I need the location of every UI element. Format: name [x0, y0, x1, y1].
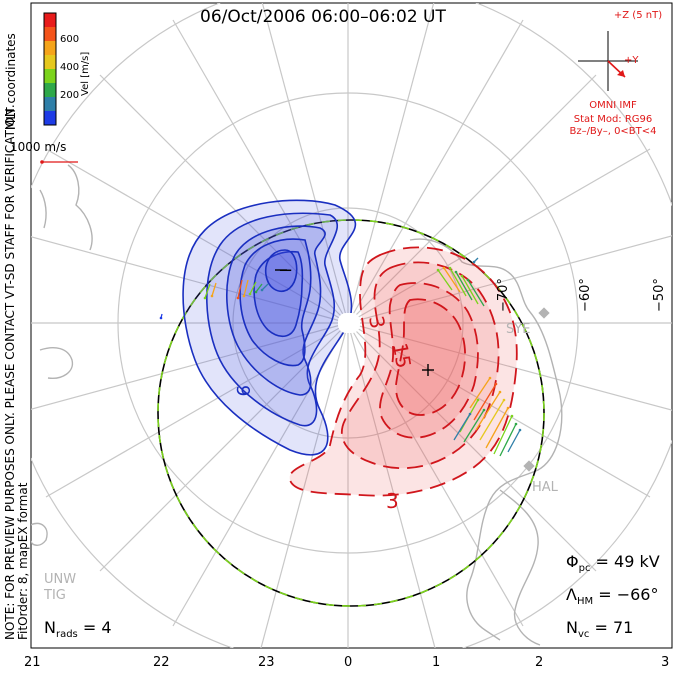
mlt-meridians — [31, 3, 672, 648]
mlt-tick-23: 23 — [258, 655, 275, 670]
colorbar — [43, 12, 57, 126]
mlt-tick-0: 0 — [344, 655, 353, 670]
positive-cell — [289, 246, 518, 497]
coordinates-label: MLT coordinates — [4, 33, 18, 130]
potential-maximum-marker — [422, 364, 434, 376]
pole-blank — [338, 313, 360, 333]
imf-dial — [578, 31, 638, 91]
station-sye: SYE — [506, 322, 531, 337]
contour-label-pos-outer: 3 — [364, 314, 390, 331]
mlt-tick-3: 3 — [661, 655, 670, 670]
stat-n-rads: Nrads = 4 — [44, 618, 112, 641]
station-markers — [523, 307, 550, 472]
velocity-vectors-dawn-upper — [436, 257, 485, 307]
contour-label-pos-inner: 15 — [388, 341, 416, 370]
lat-label-70: −70° — [496, 278, 511, 312]
colorbar-tick-200: 200 — [60, 90, 80, 101]
imf-y-label: +Y — [624, 55, 639, 66]
colorbar-tick-600: 600 — [60, 34, 80, 45]
mlt-tick-1: 1 — [432, 655, 441, 670]
vector-scale-label: 1000 m/s — [10, 140, 67, 154]
imf-model-1: Stat Mod: RG96 — [573, 114, 653, 125]
imf-z-label: +Z (5 nT) — [613, 10, 663, 21]
lat-label-50: −50° — [652, 278, 667, 312]
stat-lambda-hm: ΛHM = −66° — [566, 585, 659, 608]
stat-n-vc: Nvc = 71 — [566, 618, 634, 641]
imf-model-2: Bz–/By–, 0<BT<4 — [569, 126, 657, 137]
station-tig: TIG — [44, 588, 66, 603]
hm-boundary-dash — [157, 219, 545, 607]
vector-scale-bar — [40, 160, 78, 164]
station-hal: HAL — [532, 480, 558, 495]
map-title: 06/Oct/2006 06:00–06:02 UT — [200, 7, 446, 27]
preview-note: NOTE: FOR PREVIEW PURPOSES ONLY. PLEASE … — [3, 104, 17, 640]
plot-frame — [30, 2, 673, 649]
fit-order-note: FitOrder: 8, mapEX format — [16, 482, 30, 640]
mlt-tick-2: 2 — [535, 655, 544, 670]
station-unw: UNW — [44, 572, 77, 587]
contour-label-pos-low: 3 — [386, 489, 399, 513]
negative-cell — [182, 199, 357, 456]
colorbar-label: Vel [m/s] — [80, 51, 91, 96]
colorbar-tick-400: 400 — [60, 62, 80, 73]
mlt-tick-21: 21 — [24, 655, 41, 670]
lat-label-60: −60° — [578, 278, 593, 312]
velocity-vectors-dawn-lower — [453, 376, 522, 457]
imf-source: OMNI IMF — [589, 100, 637, 111]
contour-label-min: − — [278, 260, 293, 281]
velocity-vectors-dusk — [159, 279, 269, 320]
stat-phi-pc: Φpc = 49 kV — [566, 552, 660, 575]
mlt-tick-22: 22 — [153, 655, 170, 670]
contour-label-neg: 9 — [232, 385, 253, 396]
